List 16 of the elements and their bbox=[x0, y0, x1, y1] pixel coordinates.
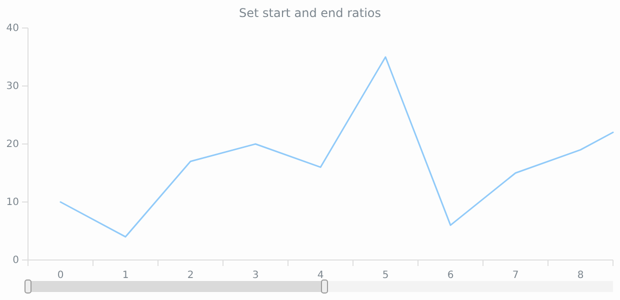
y-tick-label: 20 bbox=[6, 139, 19, 150]
y-tick-label: 10 bbox=[6, 197, 19, 208]
line-series bbox=[60, 56, 614, 238]
x-tick-label: 6 bbox=[447, 270, 454, 282]
x-tick-label: 8 bbox=[577, 270, 584, 282]
x-tick-label: 3 bbox=[252, 270, 259, 282]
x-tick-label: 7 bbox=[512, 270, 519, 282]
y-tick-label: 30 bbox=[6, 81, 19, 92]
x-tick-label: 0 bbox=[57, 270, 64, 282]
chart-title: Set start and end ratios bbox=[238, 6, 382, 20]
y-tick-label: 40 bbox=[6, 23, 19, 34]
x-tick-label: 1 bbox=[122, 270, 129, 282]
x-tick-label: 5 bbox=[382, 270, 389, 282]
y-tick-label: 0 bbox=[12, 255, 19, 266]
x-tick-label: 4 bbox=[317, 270, 324, 282]
x-tick-label: 2 bbox=[187, 270, 194, 282]
